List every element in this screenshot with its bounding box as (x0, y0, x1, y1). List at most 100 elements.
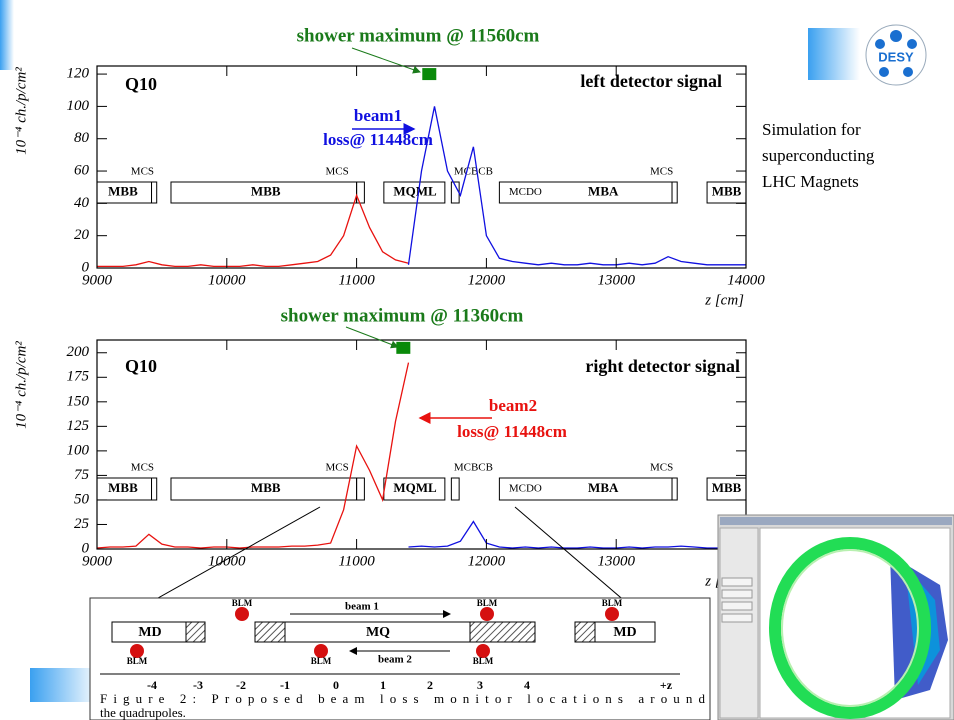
y-tick-label: 100 (67, 98, 90, 114)
corrector-label: MCS (650, 462, 673, 474)
y-tick-label: 50 (74, 491, 90, 507)
corrector-label: MCS (326, 462, 349, 474)
axis-label: -3 (193, 678, 203, 692)
magnet-label: MCDO (509, 186, 542, 198)
blm-label: BLM (477, 598, 498, 608)
data-line (409, 522, 747, 549)
axis-label: -1 (280, 678, 290, 692)
magnet-label: MD (138, 625, 161, 640)
blm (480, 607, 494, 621)
y-tick-label: 150 (67, 393, 90, 409)
magnet-label: MQML (393, 183, 437, 198)
title-arrow (352, 48, 420, 72)
quadrupole-label: Q10 (125, 74, 157, 94)
y-tick-label: 125 (67, 418, 90, 434)
corrector-label: MCS (131, 166, 154, 178)
chart-title: shower maximum @ 11560cm (297, 25, 540, 46)
hatch (255, 622, 285, 642)
loss-label: loss@ 11448cm (323, 130, 433, 149)
blm-label: BLM (473, 656, 494, 666)
magnet-label: MBB (712, 183, 742, 198)
axis-label: 3 (477, 678, 483, 692)
chart: MBBMBBMQMLMCDOMBAMBBMCSMCSMCBCBMCS020406… (13, 25, 765, 308)
figure: MD MQ MD BLM BLM BLM BLM BLM BLM beam 1 … (90, 598, 710, 720)
beam-label: beam1 (354, 106, 402, 125)
magnet-label: MQ (366, 625, 390, 640)
x-tick-label: 13000 (597, 272, 635, 288)
blm (235, 607, 249, 621)
logo-text: DESY (878, 49, 914, 64)
beam-label: beam2 (489, 396, 537, 415)
y-tick-label: 40 (74, 195, 90, 211)
shower-maximum-marker (396, 342, 410, 354)
corrector-label: MCS (131, 462, 154, 474)
chart-title: shower maximum @ 11360cm (281, 305, 524, 326)
corrector-label: MCS (326, 166, 349, 178)
decoration (0, 0, 14, 70)
axis-label: -4 (147, 678, 157, 692)
y-tick-label: 75 (74, 467, 90, 483)
blm-label: BLM (232, 598, 253, 608)
y-tick-label: 200 (67, 344, 90, 360)
axis-label: 2 (427, 678, 433, 692)
x-tick-label: 11000 (338, 553, 375, 569)
magnet-label: MCDO (509, 483, 542, 495)
magnet-label: MBA (588, 183, 619, 198)
magnet-box (357, 478, 365, 500)
hatch (186, 622, 205, 642)
magnet-label: MBB (712, 480, 742, 495)
magnet-label: MBB (108, 183, 138, 198)
x-tick-label: 9000 (82, 553, 113, 569)
data-line (97, 363, 409, 548)
magnet-label: MBB (251, 480, 281, 495)
loss-label: loss@ 11448cm (457, 422, 567, 441)
axis-label: +z (660, 678, 673, 692)
plot-frame (97, 66, 746, 268)
y-tick-label: 120 (67, 66, 90, 82)
title-arrow (346, 327, 398, 347)
y-tick-label: 80 (74, 130, 90, 146)
x-tick-label: 9000 (82, 272, 113, 288)
decoration (808, 28, 860, 80)
y-tick-label: 25 (74, 516, 90, 532)
magnet-box (672, 182, 677, 203)
x-tick-label: 11000 (338, 272, 375, 288)
axis-label: 1 (380, 678, 386, 692)
shower-maximum-marker (422, 68, 436, 80)
blm-label: BLM (602, 598, 623, 608)
magnet-box (672, 478, 677, 500)
detector-label: left detector signal (580, 71, 722, 91)
magnet-label: MBB (108, 480, 138, 495)
side-note-line: superconducting (762, 146, 875, 165)
y-tick-label: 60 (74, 162, 90, 178)
slide: DESY Simulation for superconducting LHC … (0, 0, 954, 720)
x-tick-label: 14000 (727, 272, 765, 288)
axis-label: 4 (524, 678, 530, 692)
magnet-box (152, 478, 157, 500)
side-note-line: LHC Magnets (762, 172, 859, 191)
data-line (97, 195, 409, 266)
logo: DESY (866, 25, 926, 85)
x-tick-label: 12000 (468, 272, 506, 288)
beam-label: beam 2 (378, 654, 412, 666)
inset-screenshot (718, 515, 954, 720)
detector-label: right detector signal (585, 356, 740, 376)
y-tick-label: 100 (67, 442, 90, 458)
magnet-label: MD (613, 625, 636, 640)
magnet-label: MBA (588, 480, 619, 495)
x-tick-label: 12000 (468, 553, 506, 569)
beam-label: beam 1 (345, 601, 379, 613)
blm-label: BLM (311, 656, 332, 666)
axis-label: -2 (236, 678, 246, 692)
hatch (575, 622, 595, 642)
magnet-label: MQML (393, 480, 437, 495)
quadrupole-label: Q10 (125, 356, 157, 376)
y-axis-label: 10⁻⁴ ch./p/cm² (13, 67, 29, 155)
caption: the quadrupoles. (100, 705, 186, 720)
blm (605, 607, 619, 621)
axis-label: 0 (333, 678, 339, 692)
side-note-line: Simulation for (762, 120, 861, 139)
x-tick-label: 10000 (208, 272, 246, 288)
